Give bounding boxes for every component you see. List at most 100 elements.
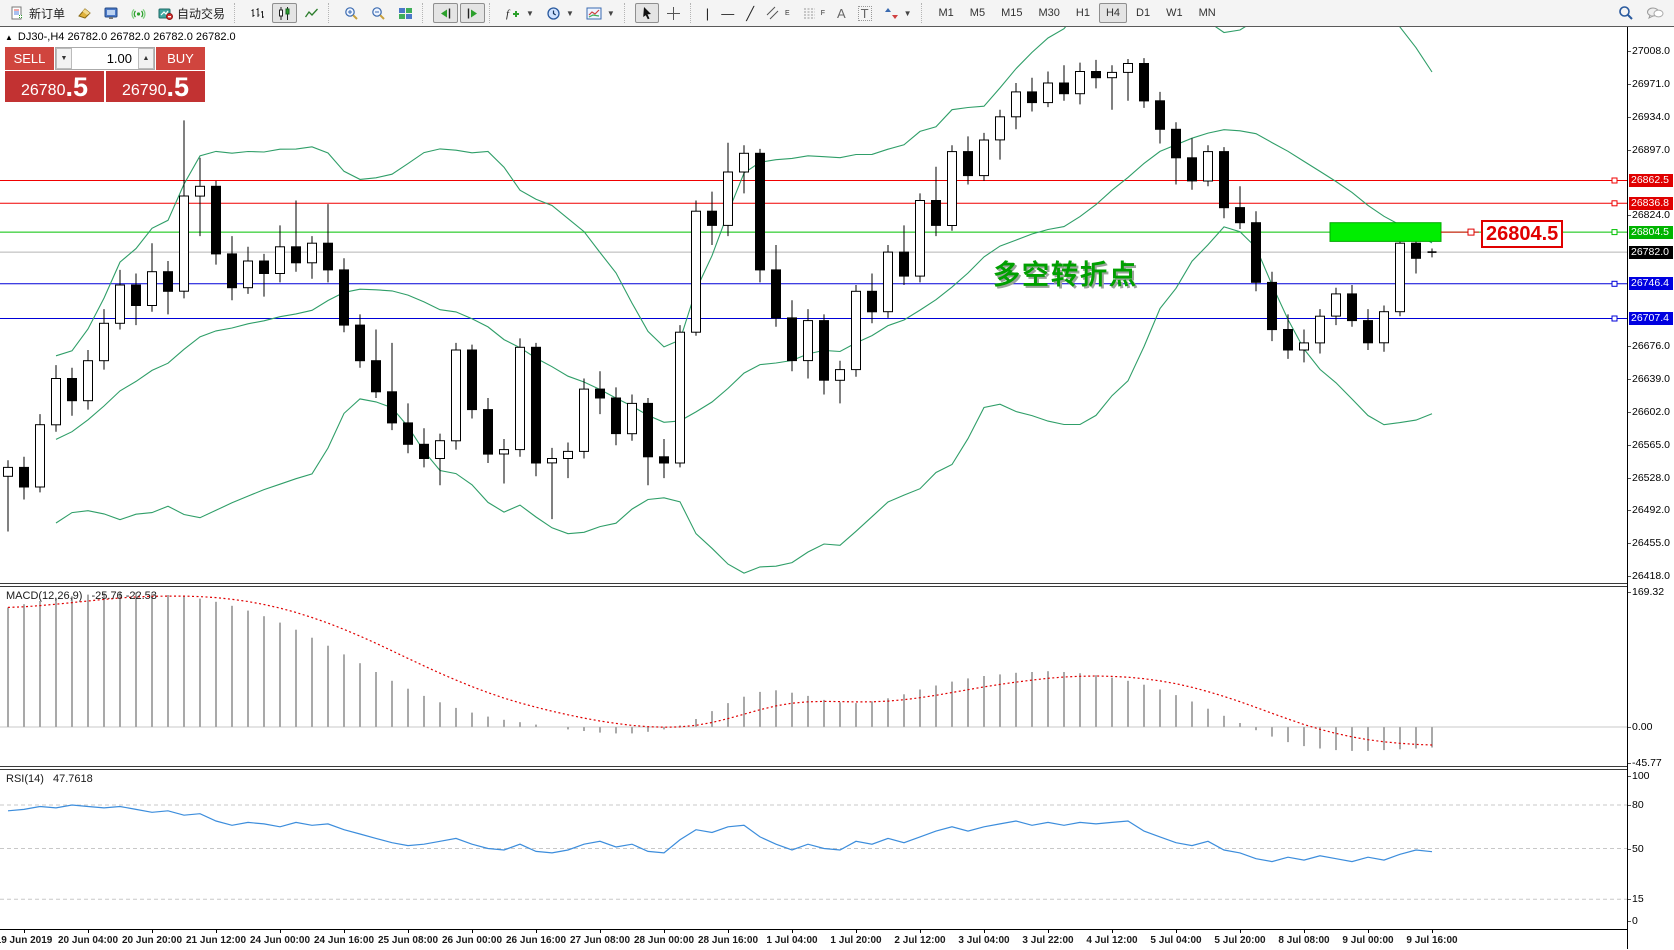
new-order-button[interactable]: 新订单	[5, 3, 70, 23]
toolbar-separator	[623, 3, 631, 23]
rsi-pane[interactable]: RSI(14) 47.7618	[0, 770, 1627, 929]
time-label: 24 Jun 16:00	[313, 935, 375, 946]
bar-chart-type-button[interactable]	[245, 3, 270, 23]
timeframe-h4-button[interactable]: H4	[1098, 3, 1128, 23]
rsi-line	[7, 804, 1433, 863]
text-label-tool-button[interactable]: T	[853, 3, 877, 23]
line-chart-type-button[interactable]	[299, 3, 324, 23]
trendline-tool-button[interactable]: ╱	[741, 3, 759, 23]
timeframe-d1-button[interactable]: D1	[1136, 7, 1151, 19]
price-tick-label: 27008.0	[1632, 45, 1670, 57]
time-label: 1 Jul 04:00	[766, 935, 818, 946]
hline-price-label: 26804.5	[1629, 225, 1673, 239]
timeframe-m15-button[interactable]: M15	[1001, 7, 1023, 19]
vertical-line-icon: |	[705, 5, 710, 21]
hline-26862.5[interactable]	[0, 177, 1627, 184]
fibonacci-tool-button[interactable]: F	[797, 3, 830, 23]
macd-header: MACD(12,26,9) -25.76 -22.53	[6, 590, 157, 602]
hline-price-label: 26836.8	[1629, 196, 1673, 210]
chart-shift-button[interactable]	[460, 3, 486, 23]
main-chart-pane[interactable]: ▲ DJ30-,H4 26782.0 26782.0 26782.0 26782…	[0, 27, 1627, 583]
timeframe-w1-button[interactable]: W1	[1166, 7, 1183, 19]
rsi-value: 47.7618	[52, 773, 93, 785]
rsi-canvas	[0, 804, 1627, 900]
templates-button[interactable]: ▼	[581, 3, 620, 23]
sell-button[interactable]: SELL	[5, 47, 54, 70]
buy-price-main: 26790	[121, 82, 167, 99]
sell-price[interactable]: 26780.5	[5, 71, 104, 102]
candlestick-chart-canvas[interactable]	[0, 27, 1627, 583]
candlestick-chart-type-button[interactable]	[272, 3, 298, 23]
monitor-icon	[104, 7, 118, 19]
toolbar-separator	[422, 3, 429, 23]
time-axis[interactable]: 19 Jun 2019 20 Jun 04:00 20 Jun 20:00 21 Ju…	[0, 929, 1627, 950]
autotrading-button[interactable]: 自动交易	[153, 3, 230, 23]
auto-scroll-button[interactable]	[433, 3, 459, 23]
channel-tool-button[interactable]: E	[761, 3, 795, 23]
macd-axis-label: 169.32	[1632, 586, 1665, 598]
search-button[interactable]	[1613, 3, 1639, 23]
cursor-tool-button[interactable]	[634, 3, 659, 23]
horizontal-line-tool-button[interactable]: —	[716, 3, 739, 23]
price-tick-label: 26602.0	[1632, 406, 1670, 418]
auto-scroll-icon	[441, 8, 451, 18]
volume-value[interactable]: 1.00	[72, 48, 138, 69]
time-label: 28 Jun 00:00	[633, 935, 695, 946]
chat-icon	[1647, 7, 1664, 20]
horizontal-line-icon: —	[721, 5, 735, 21]
time-tick	[856, 930, 857, 933]
bar-chart-icon	[251, 7, 265, 18]
text-annotation[interactable]: 多空转折点	[993, 260, 1138, 290]
market-watch-button[interactable]	[99, 3, 124, 23]
vertical-line-tool-button[interactable]: |	[701, 3, 714, 23]
zoom-out-button[interactable]	[366, 3, 391, 23]
indicators-button[interactable]: f ▼	[500, 3, 539, 23]
timeframe-m5-button[interactable]: M5	[969, 7, 986, 19]
zoom-in-button[interactable]	[339, 3, 364, 23]
tile-windows-button[interactable]	[393, 3, 418, 23]
trendline-icon: ╱	[746, 5, 755, 21]
timeframe-h1-button[interactable]: H1	[1075, 7, 1090, 19]
signals-button[interactable]	[126, 3, 151, 23]
hline-26746.4[interactable]	[0, 280, 1627, 287]
sell-price-main: 26780	[20, 82, 66, 99]
time-label: 26 Jun 16:00	[505, 935, 567, 946]
timeframe-m30-button[interactable]: M30	[1038, 7, 1060, 19]
buy-price[interactable]: 26790.5	[106, 71, 205, 102]
sell-price-frac: .5	[65, 72, 89, 102]
price-callout-label[interactable]: 26804.5	[1481, 220, 1564, 248]
axis-tick	[1628, 150, 1631, 151]
eraser-button[interactable]	[72, 3, 97, 23]
buy-button[interactable]: BUY	[156, 47, 205, 70]
price-axis[interactable]: 27008.0 26971.0 26934.0 26897.0 26824.0 26676…	[1628, 27, 1674, 949]
arrows-icon	[884, 7, 898, 19]
rsi-label: RSI(14)	[6, 773, 44, 785]
price-tick-label: 26676.0	[1632, 340, 1670, 352]
toolbar-separator	[328, 3, 335, 23]
candles	[3, 58, 1437, 532]
price-tick-label: 26639.0	[1632, 373, 1670, 385]
hline-26836.8[interactable]	[0, 200, 1627, 207]
collapse-arrow-icon[interactable]: ▲	[5, 32, 13, 42]
chart-plot: ▲ DJ30-,H4 26782.0 26782.0 26782.0 26782…	[0, 27, 1628, 949]
channel-sub-label: E	[785, 9, 790, 17]
price-tick-label: 26492.0	[1632, 504, 1670, 516]
text-tool-button[interactable]: A	[832, 3, 851, 23]
axis-tick	[1628, 576, 1631, 577]
periods-button[interactable]: ▼	[541, 3, 579, 23]
symbol-header: ▲ DJ30-,H4 26782.0 26782.0 26782.0 26782…	[5, 31, 236, 43]
pane-separator[interactable]	[0, 766, 1627, 770]
timeframe-mn-button[interactable]: MN	[1198, 7, 1216, 19]
one-click-trade-panel: SELL ▼ 1.00 ▲ BUY 26780.5 26790.5	[5, 47, 205, 102]
timeframe-m1-button[interactable]: M1	[938, 7, 954, 19]
arrows-tool-button[interactable]: ▼	[879, 3, 917, 23]
time-tick	[216, 930, 217, 933]
crosshair-tool-button[interactable]	[661, 3, 686, 23]
volume-decrease-button[interactable]: ▼	[56, 48, 72, 69]
volume-increase-button[interactable]: ▲	[138, 48, 154, 69]
chat-button[interactable]	[1641, 3, 1669, 23]
templates-icon	[586, 7, 602, 19]
green-box-object[interactable]	[1329, 222, 1442, 242]
pane-separator[interactable]	[0, 583, 1627, 587]
macd-pane[interactable]: MACD(12,26,9) -25.76 -22.53	[0, 587, 1627, 766]
